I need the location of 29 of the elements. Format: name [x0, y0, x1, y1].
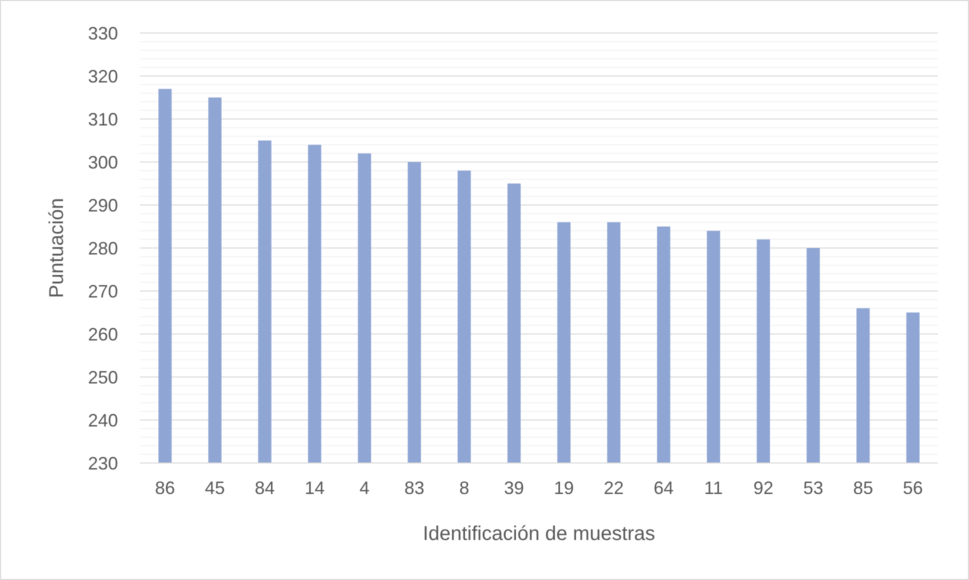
x-tick-label: 8 — [459, 478, 470, 498]
y-tick-label: 250 — [88, 367, 118, 388]
y-tick-label: 270 — [88, 281, 118, 302]
y-tick-label: 280 — [88, 238, 118, 258]
x-tick-label: 22 — [604, 478, 624, 498]
x-tick-label: 64 — [654, 478, 674, 498]
y-tick-label: 320 — [88, 66, 118, 86]
x-tick-label: 53 — [803, 478, 824, 498]
y-tick-label: 240 — [88, 410, 118, 430]
y-tick-label: 300 — [88, 152, 118, 172]
x-tick-label: 14 — [304, 478, 325, 498]
x-tick-label: 11 — [704, 478, 723, 498]
x-tick-label: 56 — [902, 478, 923, 498]
y-tick-label: 310 — [88, 109, 118, 130]
x-tick-label: 4 — [359, 478, 370, 498]
x-tick-label: 85 — [853, 478, 874, 498]
y-tick-label: 290 — [88, 195, 118, 216]
y-tick-label: 230 — [88, 453, 118, 474]
x-tick-label: 86 — [155, 478, 176, 498]
y-tick-label: 330 — [88, 23, 118, 44]
x-tick-label: 92 — [753, 478, 774, 498]
x-tick-label: 19 — [554, 478, 574, 498]
y-axis-title: Puntuación — [46, 198, 68, 298]
x-tick-label: 45 — [204, 478, 225, 498]
x-tick-label: 39 — [504, 478, 524, 498]
y-tick-label: 260 — [88, 324, 118, 344]
x-axis-title: Identificación de muestras — [422, 523, 656, 545]
x-tick-label: 84 — [254, 478, 275, 498]
x-tick-label: 83 — [404, 478, 424, 498]
